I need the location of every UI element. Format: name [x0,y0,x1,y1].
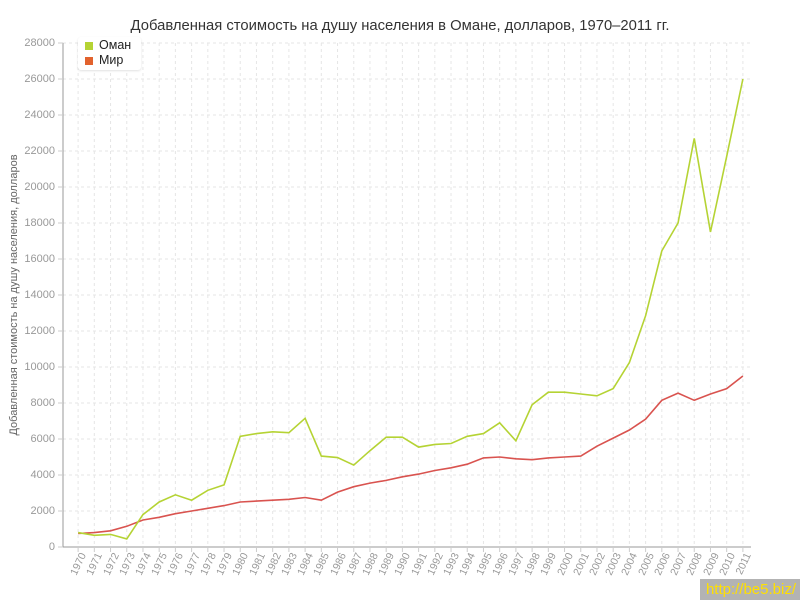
svg-text:16000: 16000 [24,253,55,265]
svg-text:0: 0 [49,541,55,553]
svg-text:8000: 8000 [31,397,55,409]
svg-text:14000: 14000 [24,289,55,301]
svg-text:6000: 6000 [31,433,55,445]
svg-text:28000: 28000 [24,37,55,49]
svg-text:26000: 26000 [24,73,55,85]
svg-text:22000: 22000 [24,145,55,157]
svg-text:10000: 10000 [24,361,55,373]
svg-text:18000: 18000 [24,217,55,229]
svg-text:20000: 20000 [24,181,55,193]
svg-text:12000: 12000 [24,325,55,337]
svg-text:2000: 2000 [31,505,55,517]
svg-text:4000: 4000 [31,469,55,481]
svg-text:24000: 24000 [24,109,55,121]
